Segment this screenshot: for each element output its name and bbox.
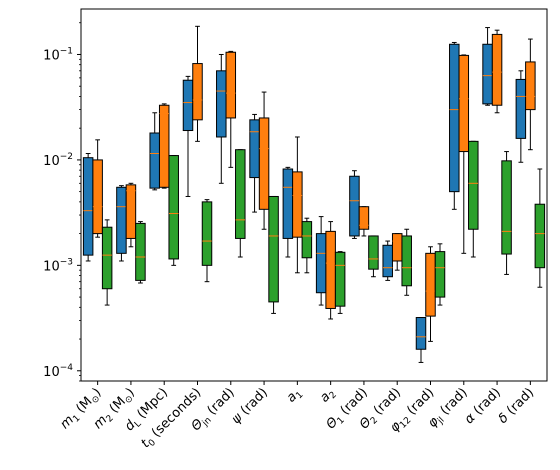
box-iqr — [125, 184, 137, 239]
box-iqr — [258, 117, 270, 210]
box-iqr — [216, 70, 227, 138]
box-iqr — [468, 140, 479, 230]
box-orange-11 — [458, 54, 470, 254]
box-green-1 — [135, 221, 146, 284]
box-blue-10 — [415, 317, 427, 363]
box-blue-4 — [216, 53, 227, 184]
box-orange-8 — [358, 206, 370, 237]
box-orange-2 — [158, 103, 170, 189]
box-iqr — [325, 230, 336, 309]
box-green-10 — [434, 243, 446, 306]
box-orange-0 — [92, 139, 103, 238]
y-tick-label: 10−1 — [43, 46, 73, 63]
box-blue-8 — [349, 170, 360, 239]
box-iqr — [534, 203, 546, 269]
box-iqr — [225, 51, 237, 119]
box-iqr — [282, 168, 294, 239]
x-axis: m1 (M⊙)m2 (M⊙)dL (Mpc)t0 (seconds)Θjn (r… — [57, 381, 538, 451]
box-iqr — [358, 206, 370, 230]
box-green-8 — [368, 235, 379, 278]
box-blue-11 — [449, 41, 460, 210]
box-orange-6 — [292, 136, 303, 274]
box-green-11 — [468, 140, 479, 258]
box-iqr — [249, 119, 260, 179]
box-orange-1 — [125, 182, 137, 248]
box-iqr — [434, 251, 446, 298]
box-green-9 — [401, 228, 412, 296]
x-tick-label: ψ (rad) — [229, 385, 271, 427]
box-iqr — [415, 317, 427, 350]
box-iqr — [235, 149, 246, 239]
box-green-3 — [201, 199, 213, 283]
box-iqr — [201, 201, 213, 266]
box-iqr — [368, 235, 379, 270]
box-iqr — [491, 33, 503, 106]
box-iqr — [525, 61, 536, 111]
box-iqr — [391, 233, 403, 262]
box-blue-13 — [515, 70, 527, 163]
box-orange-5 — [258, 91, 270, 230]
box-blue-9 — [382, 240, 393, 281]
x-tick-label: δ (rad) — [496, 385, 538, 427]
box-orange-3 — [192, 25, 203, 142]
box-iqr — [149, 132, 160, 189]
box-iqr — [268, 195, 279, 303]
plot-area-frame — [80, 8, 548, 382]
box-iqr — [501, 160, 512, 255]
box-blue-12 — [482, 27, 493, 106]
box-green-0 — [101, 219, 113, 306]
y-axis: 10−4 10−3 10−2 10−1 — [43, 22, 81, 382]
box-iqr — [192, 63, 203, 121]
box-blue-6 — [282, 166, 294, 258]
box-iqr — [515, 78, 527, 139]
box-iqr — [101, 226, 113, 290]
box-iqr — [182, 79, 194, 132]
box-iqr — [135, 222, 146, 281]
box-orange-4 — [225, 50, 237, 168]
box-green-5 — [268, 195, 279, 314]
box-orange-13 — [525, 38, 536, 151]
box-green-6 — [301, 217, 313, 274]
x-tick-label: a2 — [317, 385, 339, 407]
box-green-12 — [501, 151, 512, 275]
y-tick-label: 10−2 — [43, 152, 73, 169]
box-orange-10 — [425, 246, 436, 342]
box-iqr — [301, 221, 313, 259]
box-green-13 — [534, 168, 546, 288]
box-orange-7 — [325, 221, 336, 320]
box-iqr — [458, 54, 470, 153]
box-blue-0 — [82, 153, 94, 262]
box-iqr — [349, 175, 360, 237]
box-iqr — [425, 252, 436, 317]
box-iqr — [315, 233, 327, 294]
y-tick-label: 10−3 — [43, 257, 73, 274]
box-blue-1 — [116, 185, 127, 262]
box-blue-5 — [249, 113, 260, 213]
box-green-7 — [334, 251, 346, 314]
box-iqr — [292, 171, 303, 238]
box-iqr — [449, 43, 460, 193]
box-blue-2 — [149, 112, 160, 191]
box-iqr — [158, 104, 170, 188]
y-tick-label: 10−4 — [43, 363, 73, 380]
x-tick-label: α (rad) — [462, 385, 504, 427]
box-iqr — [482, 43, 493, 105]
x-tick-label: a1 — [284, 385, 306, 407]
box-blue-7 — [315, 216, 327, 306]
box-iqr — [82, 157, 94, 256]
box-iqr — [168, 155, 179, 260]
box-blue-3 — [182, 75, 194, 197]
box-green-4 — [235, 149, 246, 258]
box-iqr — [92, 159, 103, 235]
box-iqr — [116, 186, 127, 254]
box-orange-9 — [391, 233, 403, 271]
box-green-2 — [168, 155, 179, 266]
box-orange-12 — [491, 29, 503, 114]
box-iqr — [334, 251, 346, 307]
box-iqr — [382, 244, 393, 278]
box-iqr — [401, 235, 412, 287]
boxes-layer — [82, 25, 546, 363]
